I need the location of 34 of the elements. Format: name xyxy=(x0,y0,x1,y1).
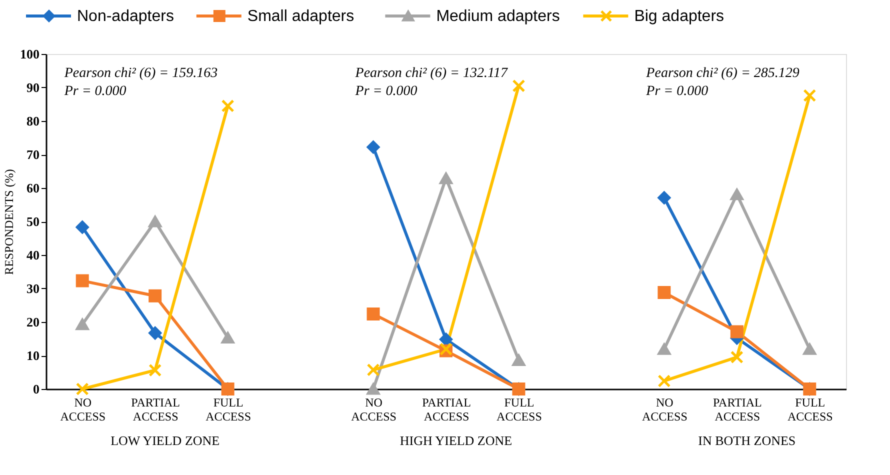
text: LOW YIELD ZONE xyxy=(110,433,220,448)
x-tick-label: NO ACCESS xyxy=(642,396,688,424)
y-tick-label: 100 xyxy=(20,46,40,62)
y-tick-label: 40 xyxy=(26,248,40,262)
x-tick-label: PARTIAL ACCESS xyxy=(131,396,180,424)
annotation: Pearson chi² (6) = 132.117 Pr = 0.000 xyxy=(354,66,508,99)
y-axis-title: RESPONDENTS (%) xyxy=(2,169,16,275)
point xyxy=(221,99,234,112)
y-tick-label: 30 xyxy=(26,281,40,296)
text: IN BOTH ZONES xyxy=(698,433,796,448)
annotation: Pearson chi² (6) = 285.129 Pr = 0.000 xyxy=(645,66,800,99)
y-tick-label: 50 xyxy=(26,214,40,229)
point xyxy=(76,382,89,396)
text: HIGH YIELD ZONE xyxy=(400,433,512,448)
y-tick-label: 60 xyxy=(26,180,40,196)
y-tick-label: 10 xyxy=(26,348,40,363)
x-tick-label: PARTIAL ACCESS xyxy=(422,396,471,424)
y-tick-label: 70 xyxy=(26,147,40,162)
x-tick-label: FULL ACCESS xyxy=(206,396,251,424)
legend-label: Small adapters xyxy=(247,8,354,25)
annotation: Pearson chi² (6) = 159.163 Pr = 0.000 xyxy=(63,66,218,99)
x-tick-label: FULL ACCESS xyxy=(496,396,542,424)
y-tick-label: 80 xyxy=(26,114,40,128)
x-tick-label: NO ACCESS xyxy=(60,396,106,424)
y-tick-label: 0 xyxy=(33,382,40,396)
legend-label: Non-adapters xyxy=(77,8,174,25)
x-tick-label: NO ACCESS xyxy=(351,396,396,424)
x-tick-label: PARTIAL ACCESS xyxy=(712,396,762,424)
point xyxy=(148,364,162,377)
legend-label: Big adapters xyxy=(634,8,724,25)
legend-label: Medium adapters xyxy=(436,8,560,25)
y-tick-label: 20 xyxy=(26,314,40,330)
x-tick-label: FULL ACCESS xyxy=(787,396,833,424)
y-tick-label: 90 xyxy=(26,80,40,95)
